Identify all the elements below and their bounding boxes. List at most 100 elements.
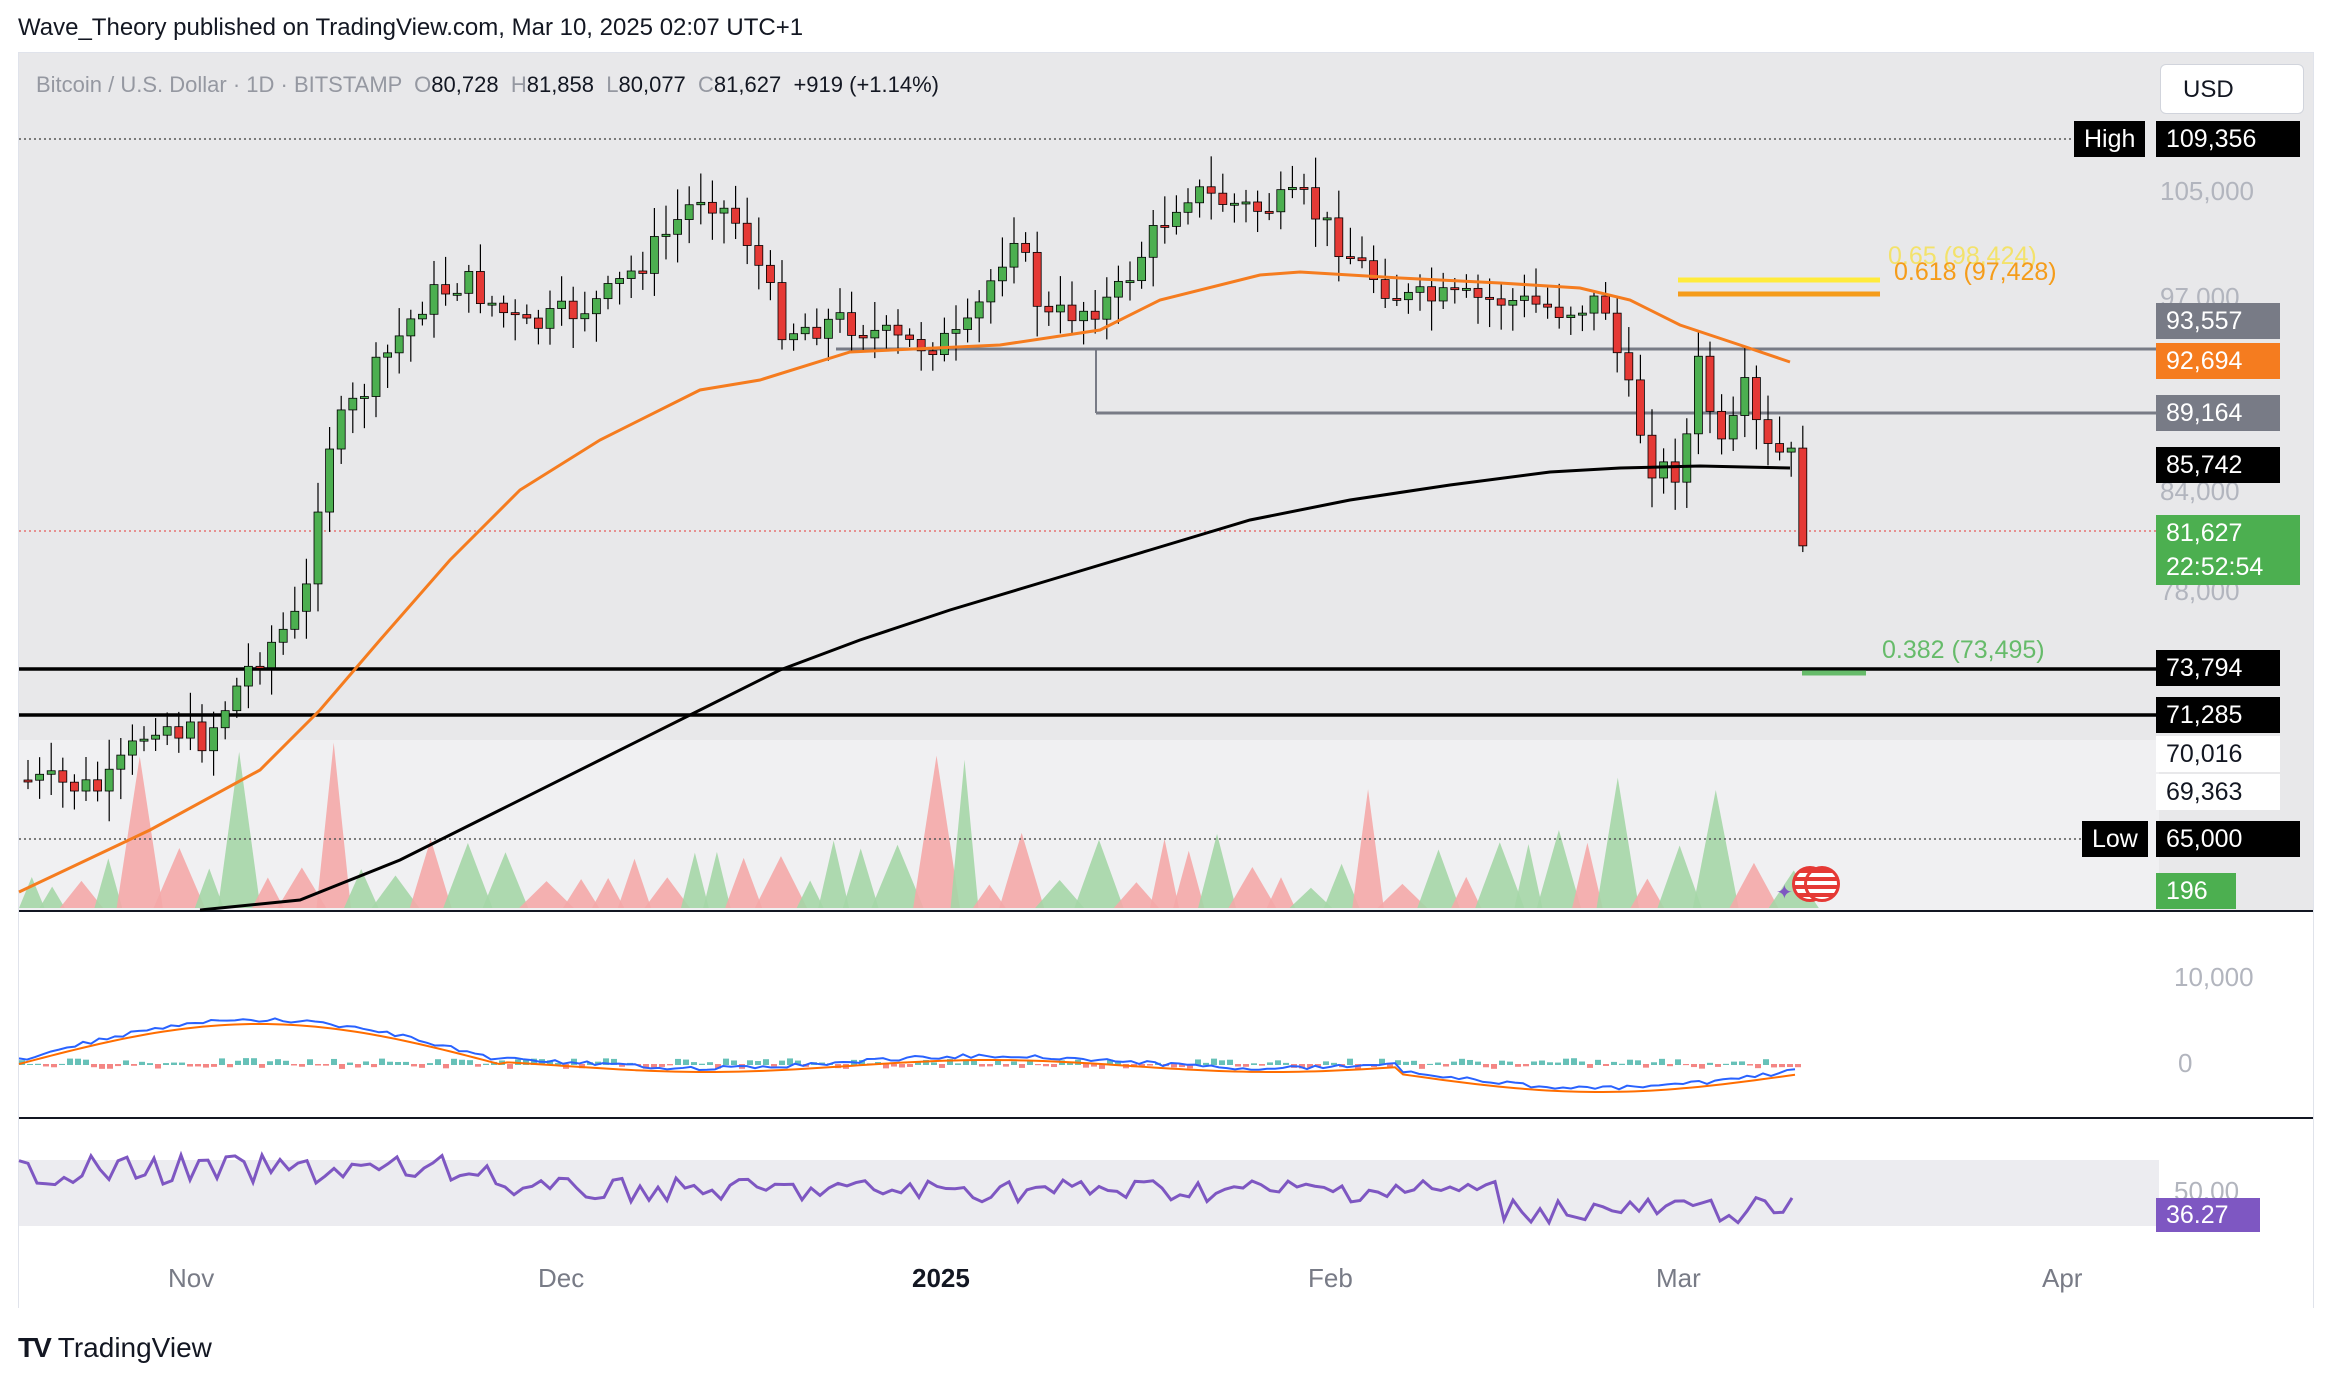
- macd-histogram-bar: [219, 1058, 225, 1065]
- candle-body: [650, 236, 659, 274]
- flag-event-icon[interactable]: ✦: [1776, 866, 1840, 904]
- candle-body: [35, 773, 44, 781]
- candle-body: [1462, 287, 1471, 291]
- candle-body: [522, 314, 532, 319]
- macd-histogram-bar: [723, 1058, 729, 1065]
- macd-histogram-bar: [363, 1061, 369, 1065]
- macd-histogram-bar: [1235, 1064, 1241, 1067]
- ema50-line: [18, 270, 1791, 894]
- currency-button[interactable]: USD: [2160, 64, 2304, 114]
- tradingview-logo[interactable]: TV TradingView: [18, 1332, 212, 1363]
- candle-body: [963, 317, 972, 330]
- candle-body: [290, 610, 300, 630]
- candle-body: [905, 334, 914, 340]
- macd-histogram-bar: [1699, 1064, 1705, 1069]
- candle-body: [812, 326, 822, 339]
- publisher-header: Wave_Theory published on TradingView.com…: [18, 14, 804, 41]
- macd-histogram-bar: [1595, 1059, 1601, 1065]
- candle-body: [1636, 379, 1645, 436]
- macd-histogram-bar: [275, 1059, 281, 1065]
- macd-histogram-bar: [75, 1058, 81, 1065]
- volume-bar: [913, 755, 960, 908]
- ma200-line: [199, 464, 1791, 912]
- volume-label: 196: [2156, 873, 2236, 909]
- candle-body: [93, 779, 102, 792]
- candle-body: [1079, 310, 1088, 322]
- macd-histogram-bar: [1651, 1062, 1657, 1065]
- macd-histogram-bar: [1771, 1064, 1777, 1068]
- candle-body: [998, 266, 1007, 282]
- macd-histogram-bar: [1763, 1059, 1769, 1065]
- macd-histogram-bar: [1323, 1061, 1329, 1065]
- macd-histogram-bar: [1091, 1064, 1097, 1067]
- macd-histogram-bar: [1539, 1060, 1545, 1065]
- macd-histogram-bar: [603, 1058, 609, 1065]
- candle-body: [1195, 186, 1204, 204]
- level-93557-label: 93,557: [2156, 303, 2280, 339]
- macd-histogram-bar: [1171, 1064, 1177, 1068]
- candle-body: [267, 641, 277, 669]
- candle-body: [1624, 352, 1634, 381]
- candle-body: [487, 302, 497, 306]
- support-73794-label: 73,794: [2156, 650, 2280, 686]
- macd-histogram-bar: [1395, 1060, 1401, 1065]
- macd-histogram-bar: [267, 1061, 273, 1065]
- macd-histogram-bar: [1731, 1061, 1737, 1065]
- candle-body: [232, 685, 242, 712]
- volume-bar: [999, 832, 1045, 908]
- macd-histogram-bar: [99, 1064, 105, 1069]
- macd-histogram-bar: [43, 1064, 49, 1067]
- rsi-line: [18, 1150, 1794, 1226]
- macd-line: [18, 1017, 1796, 1091]
- macd-histogram-bar: [531, 1058, 537, 1065]
- macd-histogram-bar: [795, 1060, 801, 1065]
- macd-histogram-bar: [1347, 1058, 1353, 1065]
- volume-bar: [1630, 878, 1665, 908]
- volume-bar: [796, 880, 824, 908]
- macd-histogram-bar: [59, 1063, 65, 1065]
- candle-body: [58, 770, 68, 783]
- candle-body: [754, 245, 764, 266]
- fib-065-label: 0.65 (98,424): [1888, 242, 2037, 270]
- macd-histogram-bar: [1027, 1060, 1033, 1065]
- candle-body: [139, 738, 149, 742]
- symbol-name: Bitcoin / U.S. Dollar · 1D · BITSTAMP: [36, 72, 402, 97]
- volume-bar: [1475, 842, 1525, 908]
- candle-body: [1520, 295, 1529, 301]
- volume-bar: [409, 839, 452, 908]
- candle-body: [708, 201, 717, 214]
- candle-body: [1369, 260, 1378, 280]
- macd-histogram-bar: [115, 1064, 121, 1067]
- candle-body: [243, 665, 253, 687]
- volume-bar: [1074, 839, 1124, 908]
- volume-bar: [1692, 789, 1739, 908]
- volume-bar: [344, 869, 379, 908]
- macd-histogram-bar: [1043, 1064, 1049, 1067]
- macd-histogram-bar: [155, 1064, 161, 1069]
- macd-histogram-bar: [659, 1064, 665, 1067]
- volume-bar: [1572, 842, 1603, 908]
- macd-histogram-bar: [771, 1064, 777, 1067]
- candle-body: [499, 302, 509, 314]
- macd-histogram-bar: [619, 1064, 625, 1067]
- fib-0382-label: 0.382 (73,495): [1882, 636, 2045, 664]
- macd-histogram-bar: [1299, 1064, 1305, 1069]
- macd-histogram-bar: [211, 1064, 217, 1067]
- volume-bar: [443, 842, 493, 908]
- macd-histogram-bar: [203, 1064, 209, 1068]
- macd-histogram-bar: [195, 1064, 201, 1067]
- volume-bar: [39, 886, 65, 908]
- candle-body: [940, 332, 949, 356]
- macd-histogram-bar: [971, 1060, 977, 1065]
- macd-histogram-bar: [395, 1061, 401, 1065]
- candle-body: [325, 448, 335, 513]
- candle-body: [1264, 210, 1274, 214]
- candle-body: [1589, 295, 1599, 314]
- macd-histogram-bar: [107, 1064, 113, 1069]
- candle-body: [1056, 304, 1065, 313]
- candle-body: [1740, 377, 1750, 416]
- candle-body: [336, 409, 346, 450]
- candle-body: [1253, 201, 1262, 212]
- macd-histogram-bar: [299, 1064, 305, 1067]
